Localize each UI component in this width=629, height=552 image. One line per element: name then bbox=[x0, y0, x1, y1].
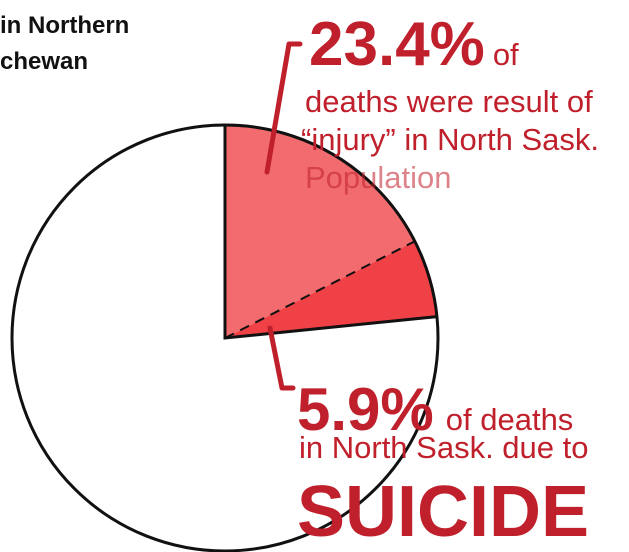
injury-leader-line bbox=[264, 41, 303, 175]
injury-percent-value: 23.4% bbox=[309, 10, 485, 79]
pie-slices bbox=[10, 123, 440, 552]
pie-slice-injury bbox=[225, 125, 415, 338]
suicide-headline: SUICIDE bbox=[297, 472, 590, 552]
injury-note-line-3: “injury” in North Sask. bbox=[301, 122, 600, 157]
chart-title-line-2: chewan bbox=[0, 48, 89, 75]
injury-note-line-2: deaths were result of bbox=[305, 84, 593, 119]
chart-title-line-1: in Northern bbox=[0, 12, 130, 39]
annotation-leaders bbox=[264, 41, 303, 391]
suicide-percent-label: 5.9% of deaths bbox=[297, 380, 573, 440]
pie-slice-suicide bbox=[225, 241, 437, 338]
slice-divider-dashed bbox=[224, 240, 416, 339]
suicide-note-line-2: in North Sask. due to bbox=[299, 430, 589, 465]
suicide-percent-suffix: of deaths bbox=[445, 402, 574, 437]
injury-percent-label: 23.4% of bbox=[309, 14, 519, 76]
suicide-percent-value: 5.9% bbox=[297, 376, 434, 443]
injury-percent-suffix: of bbox=[492, 37, 519, 72]
injury-note-line-4: Population bbox=[305, 160, 452, 195]
suicide-leader-line bbox=[267, 325, 296, 391]
